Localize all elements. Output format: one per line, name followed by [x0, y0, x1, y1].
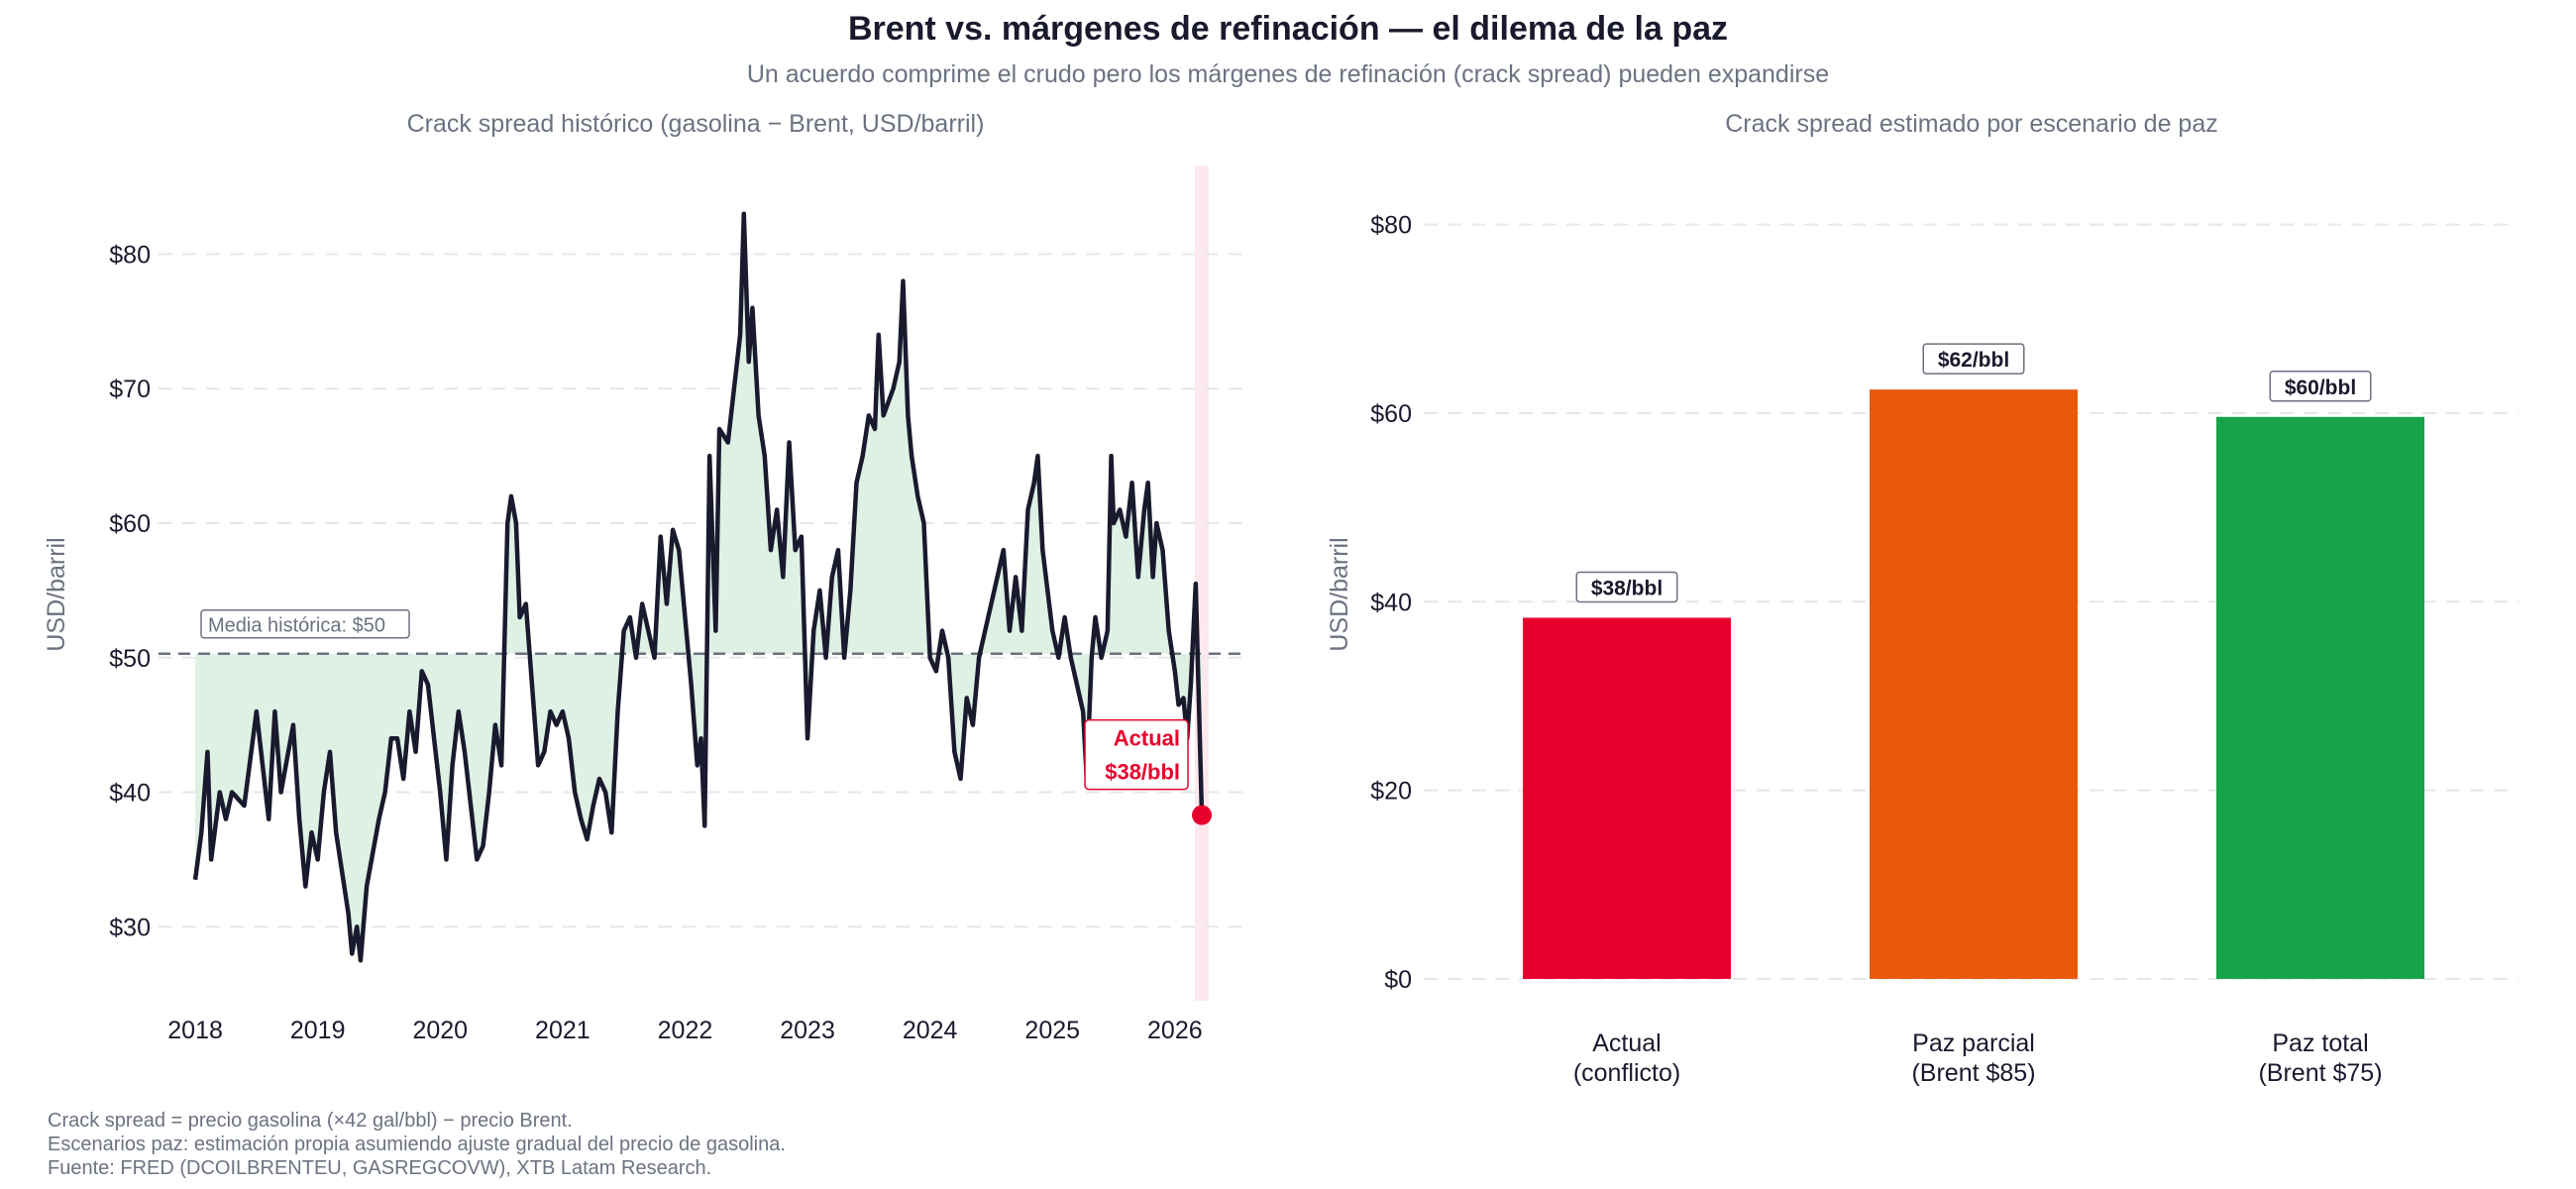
bar-2 — [2216, 416, 2424, 979]
x-tick-label: 2022 — [658, 1017, 713, 1044]
mean-label-text: Media histórica: $50 — [208, 615, 385, 637]
y-tick-label: $20 — [1370, 778, 1412, 806]
x-category-label: Actual — [1592, 1029, 1661, 1057]
y-tick-label: $40 — [1370, 589, 1412, 616]
current-point — [1192, 805, 1213, 825]
y-tick-label: $50 — [109, 645, 151, 673]
bar-chart-title: Crack spread estimado por escenario de p… — [1725, 110, 2218, 138]
y-tick-label: $60 — [109, 510, 151, 538]
crack-spread-line — [192, 211, 1205, 963]
x-tick-label: 2020 — [412, 1017, 468, 1044]
x-tick-label: 2025 — [1024, 1017, 1080, 1044]
current-label-line1: Actual — [1114, 726, 1180, 751]
data-label-box — [2269, 371, 2372, 402]
mean-label: Media histórica: $50 — [200, 608, 410, 639]
bar-1 — [1870, 389, 2078, 979]
current-label: Actual $38/bbl — [1084, 718, 1189, 791]
bar-chart-ylabel: USD/barril — [1326, 537, 1353, 651]
line-chart-ylabel: USD/barril — [43, 537, 70, 651]
x-tick-label: 2026 — [1147, 1017, 1203, 1044]
y-tick-label: $70 — [109, 376, 151, 403]
x-tick-label: 2018 — [167, 1017, 223, 1044]
line-chart-panel: Crack spread histórico (gasolina − Brent… — [43, 110, 1248, 1044]
figure-title: Brent vs. márgenes de refinación — el di… — [848, 10, 1728, 48]
y-tick-label: $80 — [1370, 212, 1412, 240]
footnotes: Crack spread = precio gasolina (×42 gal/… — [48, 1110, 786, 1179]
footnote-3: Fuente: FRED (DCOILBRENTEU, GASREGCOVW),… — [48, 1157, 711, 1179]
x-tick-label: 2019 — [290, 1017, 346, 1044]
y-tick-label: $40 — [109, 780, 151, 808]
x-tick-label: 2021 — [535, 1017, 590, 1044]
data-label-box — [1922, 343, 2025, 375]
y-tick-label: $60 — [1370, 400, 1412, 428]
y-tick-label: $30 — [109, 914, 151, 941]
data-label: $62/bbl — [1938, 349, 2009, 372]
figure-subtitle: Un acuerdo comprime el crudo pero los má… — [747, 60, 1829, 88]
x-tick-label: 2024 — [903, 1017, 958, 1044]
y-tick-label: $0 — [1384, 966, 1412, 994]
current-label-line2: $38/bbl — [1105, 760, 1180, 785]
y-tick-label: $80 — [109, 241, 151, 269]
x-tick-label: 2023 — [780, 1017, 835, 1044]
x-category-sublabel: (Brent $85) — [1911, 1059, 2035, 1087]
data-label-box — [1575, 571, 1678, 603]
bar-0 — [1523, 617, 1731, 979]
data-label: $60/bbl — [2285, 377, 2356, 399]
bar-chart-panel: Crack spread estimado por escenario de p… — [1326, 110, 2519, 1087]
line-chart-title: Crack spread histórico (gasolina − Brent… — [407, 110, 985, 138]
data-label: $38/bbl — [1591, 577, 1663, 599]
footnote-2: Escenarios paz: estimación propia asumie… — [48, 1134, 786, 1155]
area-fill-vs-mean — [195, 213, 1203, 961]
x-category-sublabel: (conflicto) — [1573, 1059, 1680, 1087]
x-category-label: Paz parcial — [1912, 1029, 2035, 1057]
footnote-1: Crack spread = precio gasolina (×42 gal/… — [48, 1110, 573, 1132]
x-category-label: Paz total — [2272, 1029, 2368, 1057]
x-category-sublabel: (Brent $75) — [2258, 1059, 2382, 1087]
